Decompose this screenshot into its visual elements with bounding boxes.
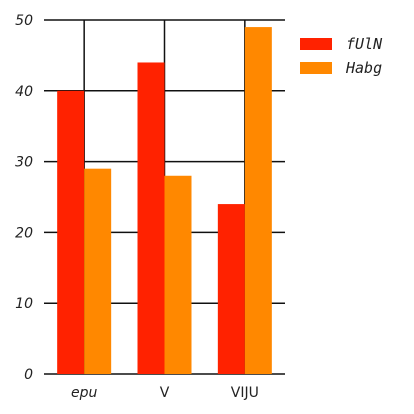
x-tick-label: VIJU bbox=[231, 385, 259, 401]
bars-group bbox=[57, 27, 272, 375]
legend: fUlN Habg bbox=[300, 35, 383, 77]
x-tick-label: V bbox=[160, 385, 170, 401]
legend-label: Habg bbox=[345, 59, 382, 77]
x-axis-ticks: epu V VIJU bbox=[71, 385, 259, 401]
y-tick-label: 10 bbox=[15, 296, 33, 312]
legend-label: fUlN bbox=[346, 35, 383, 53]
y-tick-label: 20 bbox=[15, 225, 33, 241]
bar-Habg-V bbox=[164, 175, 192, 374]
legend-swatch bbox=[300, 38, 332, 50]
legend-swatch bbox=[300, 62, 332, 74]
x-tick-label: epu bbox=[71, 385, 98, 401]
bar-fUlN-epu bbox=[57, 90, 85, 375]
bar-Habg-VIJU bbox=[244, 27, 272, 375]
bar-Habg-epu bbox=[84, 168, 112, 374]
y-tick-label: 30 bbox=[15, 155, 33, 171]
bar-fUlN-V bbox=[137, 62, 165, 374]
bar-fUlN-VIJU bbox=[217, 204, 245, 374]
y-tick-label: 50 bbox=[15, 13, 33, 29]
y-tick-label: 0 bbox=[24, 367, 33, 383]
y-tick-label: 40 bbox=[15, 84, 33, 100]
y-axis-ticks: 0 10 20 30 40 50 bbox=[15, 13, 33, 383]
